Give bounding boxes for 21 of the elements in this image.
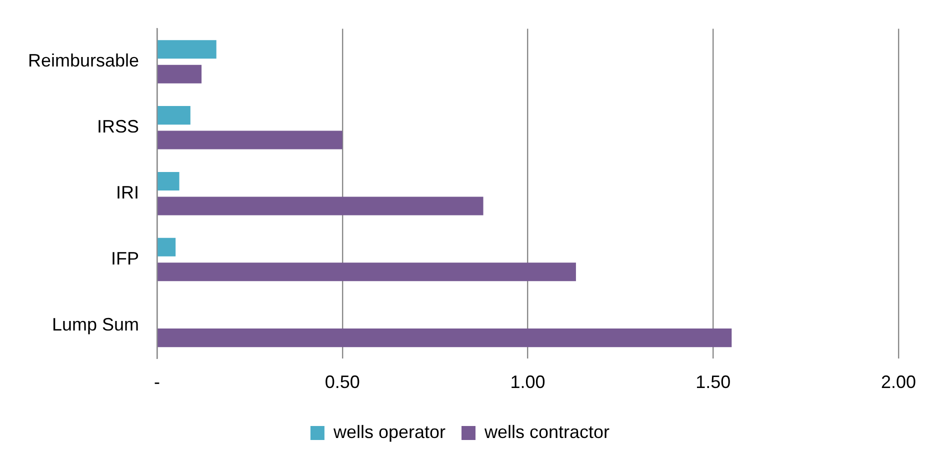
bar (158, 106, 190, 125)
x-tick-label: 0.50 (324, 372, 360, 392)
y-tick-label: Lump Sum (52, 314, 140, 334)
y-tick-label: IFP (111, 248, 140, 268)
x-tick-label: 1.50 (696, 372, 731, 392)
x-tick-label: - (154, 372, 160, 392)
bar (158, 328, 732, 348)
bar (158, 64, 202, 84)
x-tick-label: 2.00 (880, 372, 916, 392)
bar (158, 130, 342, 150)
bar (158, 40, 216, 59)
y-tick-label: IRI (116, 182, 140, 203)
legend-label: wells contractor (484, 422, 610, 442)
legend-label: wells operator (332, 422, 446, 442)
bar (158, 238, 176, 256)
y-tick-label: Reimbursable (28, 50, 140, 71)
bar (158, 196, 484, 216)
y-tick-label: IRSS (97, 116, 140, 137)
bar (158, 262, 576, 282)
x-tick-label: 1.00 (510, 372, 546, 392)
bar (158, 172, 180, 191)
